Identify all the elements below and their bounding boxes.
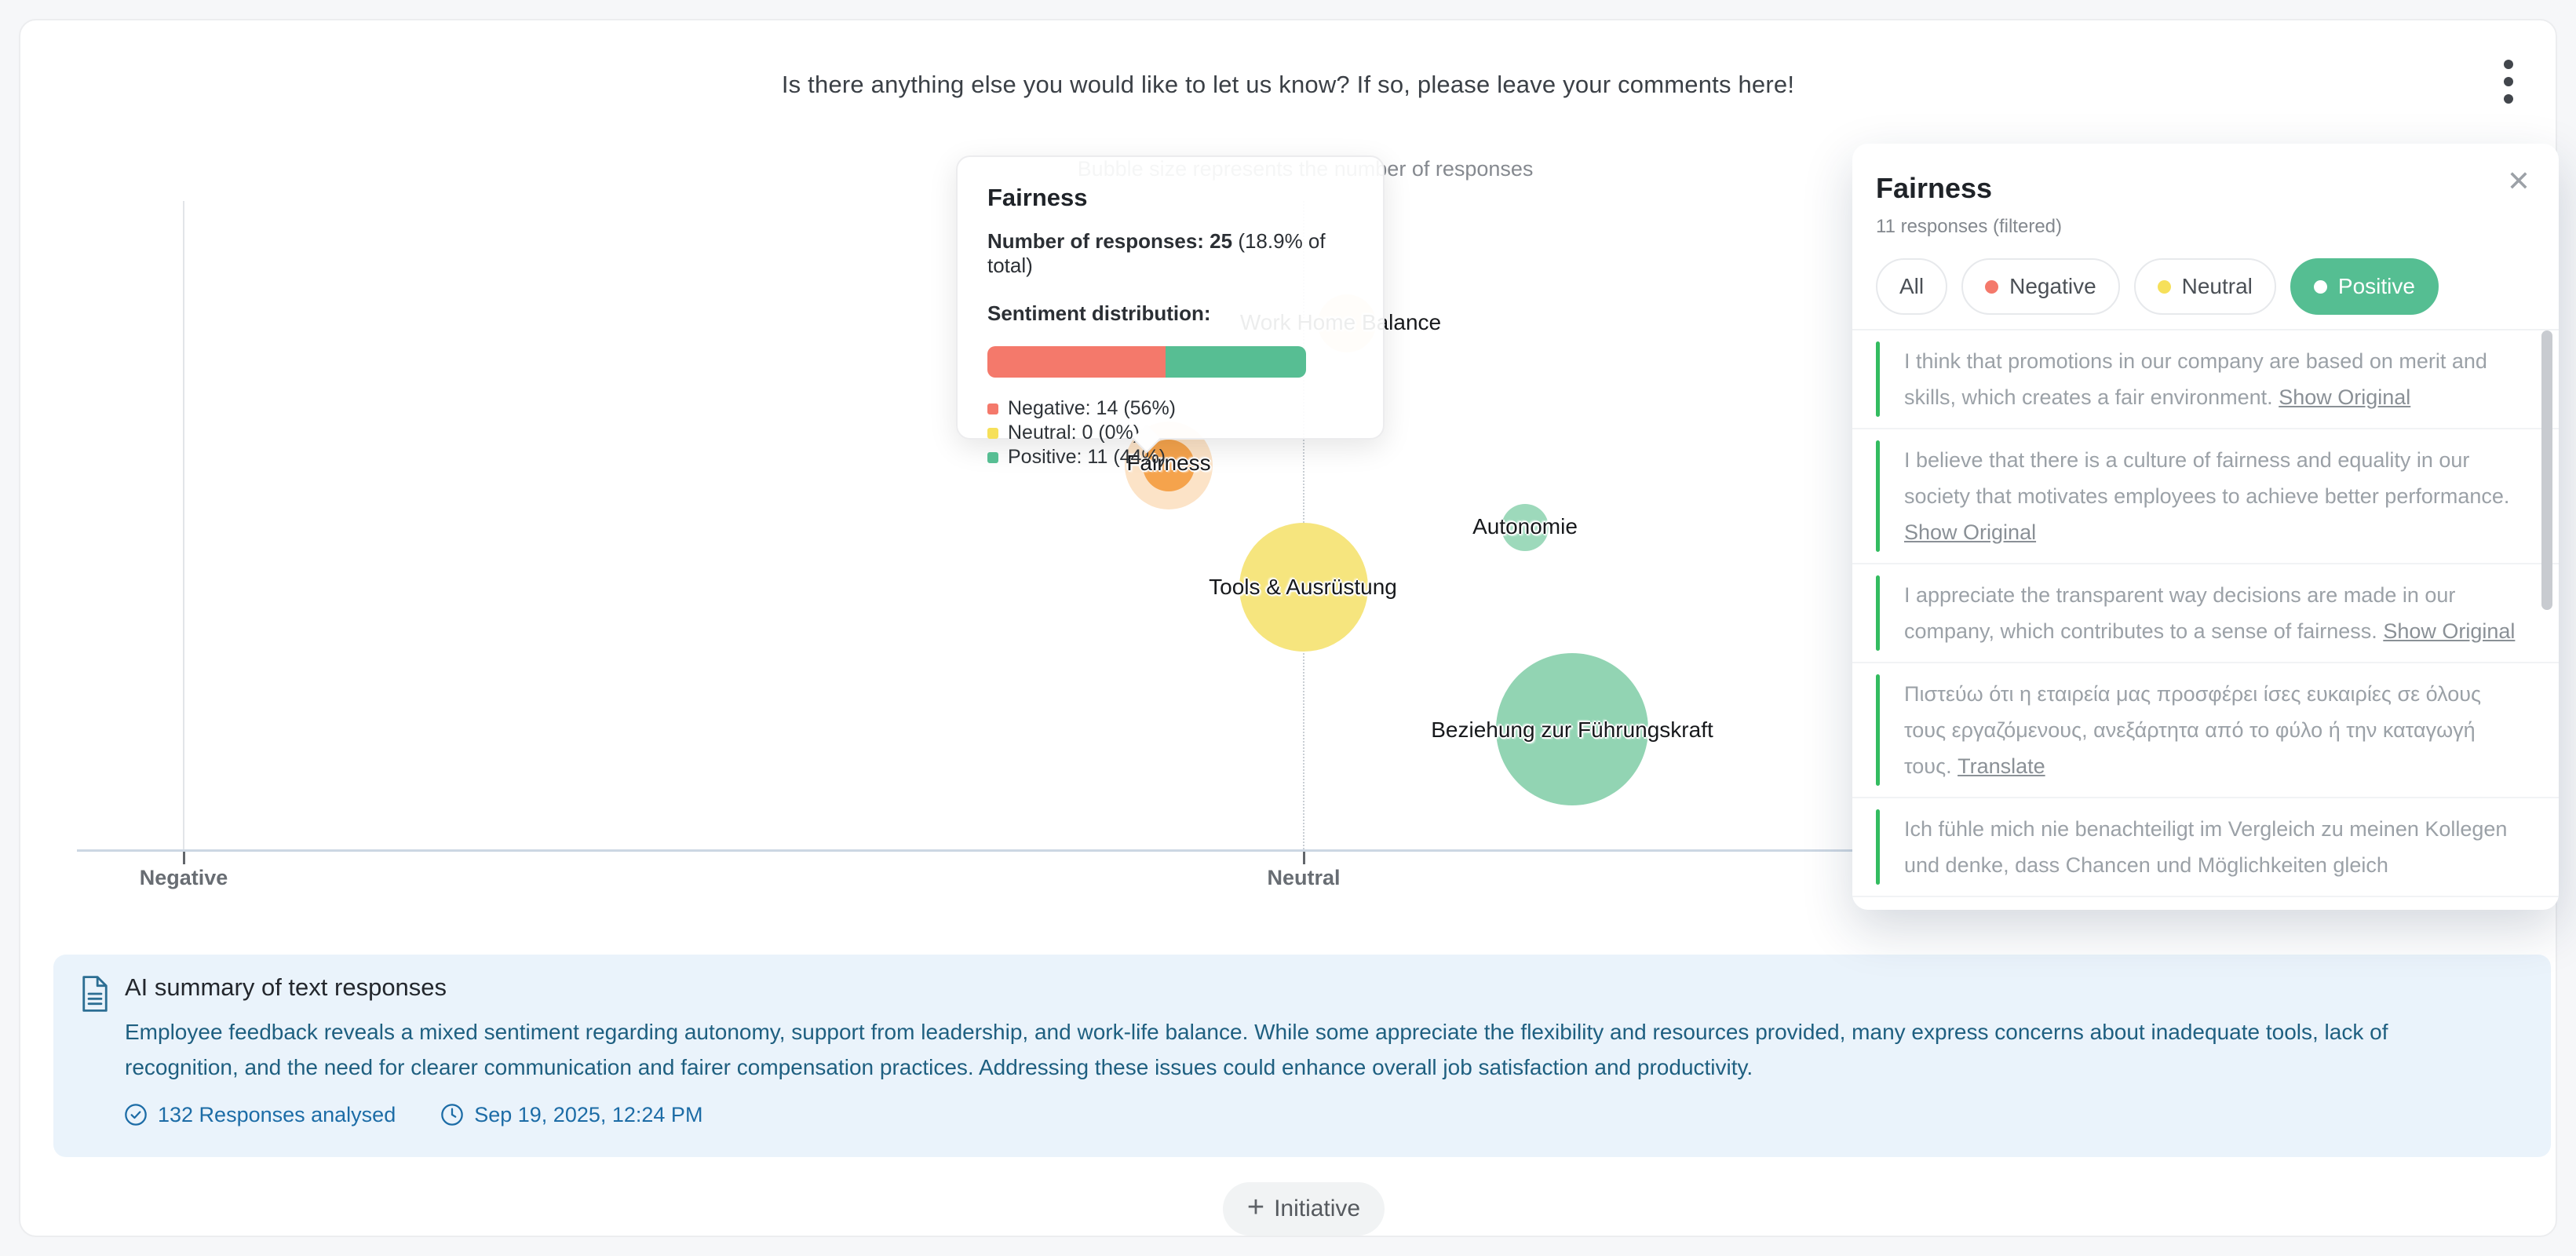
clock-icon (441, 1104, 464, 1126)
panel-title: Fairness (1876, 172, 1993, 204)
legend-text-negative: Negative: 14 (56%) (1008, 397, 1177, 419)
response-text: I think that promotions in our company a… (1904, 343, 2524, 415)
legend-row-negative: Negative: 14 (56%) (987, 396, 1353, 421)
show-original-link[interactable]: Show Original (2279, 385, 2411, 409)
responses-analysed-label: 132 Responses analysed (158, 1102, 396, 1126)
filter-chip-all[interactable]: All (1876, 258, 1948, 315)
responses-list[interactable]: I think that promotions in our company a… (1852, 329, 2559, 910)
response-card: Πιστεύω ότι η εταιρεία μας προσφέρει ίσε… (1852, 663, 2559, 798)
filter-chip-negative[interactable]: Negative (1961, 258, 2120, 315)
filter-chip-neutral[interactable]: Neutral (2133, 258, 2276, 315)
sentiment-filter-chips: All Negative Neutral Positive (1876, 258, 2559, 315)
bubble-autonomie[interactable] (1501, 504, 1549, 551)
filter-chip-positive-label: Positive (2337, 274, 2415, 298)
bubble-tools-ausruestung[interactable] (1239, 523, 1368, 652)
response-card: I appreciate the transparent way decisio… (1852, 564, 2559, 663)
tooltip-responses-count: Number of responses: 25 (987, 229, 1233, 253)
legend-text-positive: Positive: 11 (44%) (1008, 446, 1166, 468)
tooltip-legend: Negative: 14 (56%) Neutral: 0 (0%) Posit… (987, 396, 1353, 469)
legend-row-neutral: Neutral: 0 (0%) (987, 421, 1353, 445)
filter-chip-negative-label: Negative (2009, 274, 2096, 298)
bubble-label-fairness: Fairness (1126, 451, 1211, 475)
tick-negative (183, 852, 185, 864)
response-card: I think that promotions in our company a… (1852, 330, 2559, 429)
negative-dot-icon (1985, 279, 1999, 294)
sentiment-bar-positive (1166, 346, 1306, 378)
response-body: I appreciate the transparent way decisio… (1904, 583, 2456, 643)
response-body: I believe that there is a culture of fai… (1904, 448, 2510, 508)
response-card: Ich fühle mich nie benachteiligt im Verg… (1852, 798, 2559, 897)
tooltip-title: Fairness (987, 184, 1088, 211)
bubble-tooltip: Fairness Number of responses: 25 (18.9% … (956, 155, 1385, 468)
legend-row-positive: Positive: 11 (44%) (987, 445, 1353, 469)
analysis-timestamp: Sep 19, 2025, 12:24 PM (440, 1102, 702, 1127)
bubble-label-autonomie: Autonomie (1472, 514, 1578, 539)
ai-summary-body: Employee feedback reveals a mixed sentim… (125, 1020, 2388, 1079)
axis-label-neutral: Neutral (1267, 866, 1341, 889)
responses-panel: Fairness ✕ 11 responses (filtered) All N… (1852, 144, 2559, 910)
add-initiative-button[interactable]: + Initiative (1223, 1182, 1385, 1236)
response-text: I appreciate the transparent way decisio… (1904, 577, 2524, 649)
response-card: I believe that there is a culture of fai… (1852, 429, 2559, 564)
sentiment-bar-negative (987, 346, 1166, 378)
x-axis-line (77, 849, 1852, 852)
tooltip-responses-line: Number of responses: 25 (18.9% of total) (987, 229, 1353, 278)
timestamp-label: Sep 19, 2025, 12:24 PM (474, 1102, 703, 1126)
panel-scrollbar[interactable] (2541, 330, 2552, 610)
axis-label-negative: Negative (139, 866, 228, 889)
response-text: Πιστεύω ότι η εταιρεία μας προσφέρει ίσε… (1904, 676, 2524, 784)
ai-summary-title: AI summary of text responses (125, 973, 447, 1001)
page-title: Is there anything else you would like to… (781, 71, 1795, 98)
ai-summary-section: AI summary of text responses Employee fe… (53, 955, 2551, 1157)
filter-chip-all-label: All (1899, 274, 1925, 298)
plus-icon: + (1246, 1191, 1265, 1224)
bubble-beziehung-fuehrungskraft[interactable] (1496, 653, 1648, 805)
ai-summary-footer: 132 Responses analysed Sep 19, 2025, 12:… (123, 1102, 2551, 1127)
legend-swatch-positive (987, 451, 998, 463)
filter-chip-neutral-label: Neutral (2181, 274, 2253, 298)
neutral-dot-icon (2157, 279, 2171, 294)
legend-swatch-neutral (987, 427, 998, 439)
legend-text-neutral: Neutral: 0 (0%) (1008, 422, 1140, 444)
check-circle-icon (125, 1104, 147, 1126)
legend-swatch-negative (987, 403, 998, 414)
document-icon (82, 976, 108, 1012)
kebab-menu-icon[interactable] (2493, 60, 2524, 104)
response-text: I believe that there is a culture of fai… (1904, 442, 2524, 550)
response-text: Ich fühle mich nie benachteiligt im Verg… (1904, 811, 2524, 883)
bubble-label-beziehung: Beziehung zur Führungskraft (1431, 717, 1713, 742)
responses-analysed: 132 Responses analysed (123, 1102, 396, 1127)
show-original-link[interactable]: Show Original (2383, 619, 2516, 643)
show-original-link[interactable]: Show Original (1904, 520, 2037, 544)
panel-subtitle: 11 responses (filtered) (1876, 216, 2062, 237)
translate-link[interactable]: Translate (1958, 754, 2045, 778)
bubble-label-tools: Tools & Ausrüstung (1209, 575, 1397, 599)
question-card: Is there anything else you would like to… (19, 19, 2559, 1237)
sentiment-bar (987, 346, 1306, 378)
tooltip-distribution-label: Sentiment distribution: (987, 301, 1211, 325)
response-body: I think that promotions in our company a… (1904, 349, 2487, 409)
response-body: Ich fühle mich nie benachteiligt im Verg… (1904, 817, 2508, 877)
close-icon[interactable]: ✕ (2506, 165, 2530, 197)
gridline-negative (183, 201, 184, 849)
response-body: Πιστεύω ότι η εταιρεία μας προσφέρει ίσε… (1904, 682, 2482, 778)
positive-dot-icon (2313, 279, 2327, 294)
tick-neutral (1303, 852, 1305, 864)
tooltip-responses-pct: (18.9% of total) (987, 229, 1326, 277)
initiative-label: Initiative (1274, 1196, 1361, 1221)
filter-chip-positive[interactable]: Positive (2290, 258, 2439, 315)
